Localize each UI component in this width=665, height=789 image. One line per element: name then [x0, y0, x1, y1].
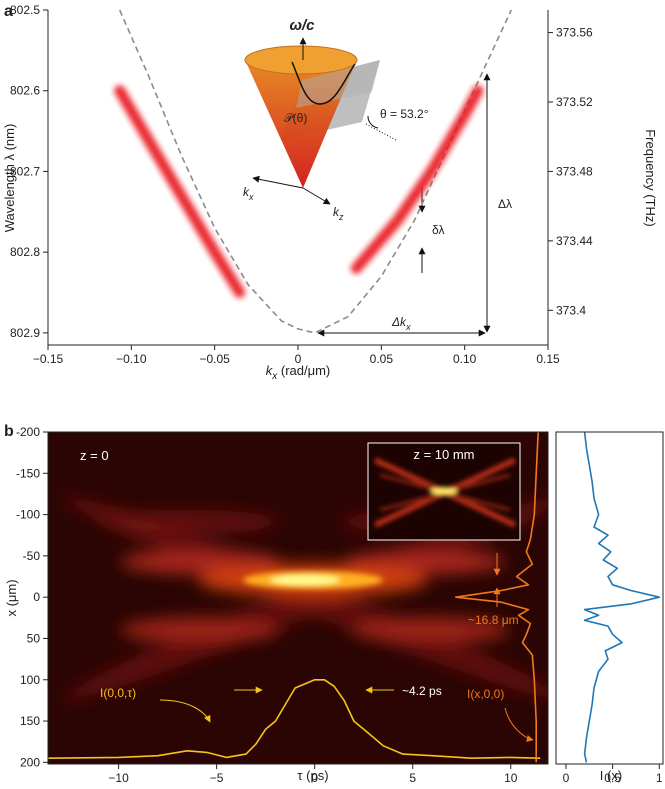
- annotation: I(x,0,0): [467, 687, 504, 701]
- profile-line: [455, 431, 539, 763]
- inset: z = 10 mm: [367, 442, 521, 541]
- inset-label: z = 10 mm: [413, 447, 474, 462]
- y-tick-label: 802.8: [10, 245, 40, 259]
- profile-annotations: z = 0 ~16.8 μm I(x,0,0) ~4.2 ps I(0,0,τ): [80, 448, 534, 742]
- x-tick-label: −10: [108, 771, 129, 784]
- y-tick-label: 150: [20, 714, 40, 728]
- annotation: k: [333, 205, 340, 219]
- annotation: ~4.2 ps: [402, 684, 442, 698]
- y-tick-label: 802.9: [10, 326, 40, 340]
- x-tick-label: 5: [409, 771, 416, 784]
- annotation: kx: [243, 185, 254, 202]
- annotation: Δλ: [498, 197, 512, 211]
- x-tick-label: 0: [563, 771, 570, 784]
- annotation: Δk: [391, 315, 407, 329]
- x-tick-label: −0.10: [116, 352, 147, 366]
- annotation: Δkx: [391, 315, 411, 332]
- profile-line: [47, 679, 541, 759]
- x-axis-label: k: [266, 363, 274, 378]
- signal-band: [350, 85, 484, 274]
- x-axis-label: I (x): [600, 768, 622, 783]
- annotation: I(0,0,τ): [100, 686, 136, 700]
- annotation: θ = 53.2°: [380, 107, 429, 121]
- annotation: z = 0: [80, 448, 109, 463]
- x-tick-label: 0.5: [604, 771, 621, 784]
- x-tick-label: −0.15: [33, 352, 64, 366]
- y-tick-label: -150: [16, 466, 40, 480]
- annotation: ω/c: [289, 17, 315, 34]
- y-tick-label: 50: [27, 631, 41, 645]
- annotation: 𝒫(θ): [284, 111, 307, 125]
- annotation: kz: [333, 205, 344, 222]
- y-tick-label: -50: [23, 549, 41, 563]
- x-tick-label: 0.10: [453, 352, 477, 366]
- y2-tick-label: 373.56: [556, 26, 593, 40]
- profile-line: [583, 431, 661, 763]
- y-tick-label: 200: [20, 755, 40, 769]
- y-tick-label: 100: [20, 673, 40, 687]
- panel-label: a: [4, 3, 13, 20]
- measure-arrows: δλ Δλ Δkx: [317, 73, 512, 337]
- plot-frame: [47, 431, 549, 765]
- x-axis-label: x: [271, 371, 278, 382]
- y-tick-label: 802.7: [10, 164, 40, 178]
- profile-line: [118, 9, 513, 334]
- x-axis-label: kx (rad/μm): [266, 363, 331, 382]
- y2-tick-label: 373.48: [556, 164, 593, 178]
- signal-band: [114, 85, 246, 298]
- annotation: z: [338, 212, 344, 222]
- x-tick-label: 0: [295, 352, 302, 366]
- y-axis-label: x (μm): [4, 579, 19, 616]
- y-tick-label: 802.5: [10, 3, 40, 17]
- y-tick-label: -100: [16, 508, 40, 522]
- y-tick-label: -200: [16, 425, 40, 439]
- x-tick-label: −5: [210, 771, 224, 784]
- cone-diagram: ω/c 𝒫(θ) θ = 53.2° kx kz: [243, 17, 429, 222]
- y-tick-label: 802.6: [10, 84, 40, 98]
- annotation: δλ: [432, 223, 444, 237]
- annotation: ~16.8 μm: [468, 613, 519, 627]
- y2-tick-label: 373.52: [556, 95, 593, 109]
- y2-tick-label: 373.44: [556, 234, 593, 248]
- y-axis-label: Wavelength λ (nm): [2, 124, 17, 233]
- x-tick-label: 0: [311, 771, 318, 784]
- x-axis-label: (rad/μm): [277, 363, 330, 378]
- x-tick-label: 0.05: [370, 352, 394, 366]
- y2-axis-label: Frequency (THz): [643, 129, 658, 227]
- annotation: x: [248, 192, 254, 202]
- x-axis-label: τ (ps): [297, 768, 328, 783]
- x-tick-label: −0.05: [199, 352, 230, 366]
- panel-label: b: [4, 423, 14, 440]
- x-tick-label: 10: [504, 771, 518, 784]
- annotation: x: [405, 322, 411, 332]
- x-tick-label: 0.15: [536, 352, 560, 366]
- annotation: k: [243, 185, 250, 199]
- y2-tick-label: 373.4: [556, 303, 586, 317]
- plot-frame: [555, 431, 664, 765]
- y-tick-label: 0: [33, 590, 40, 604]
- x-tick-label: 1: [656, 771, 663, 784]
